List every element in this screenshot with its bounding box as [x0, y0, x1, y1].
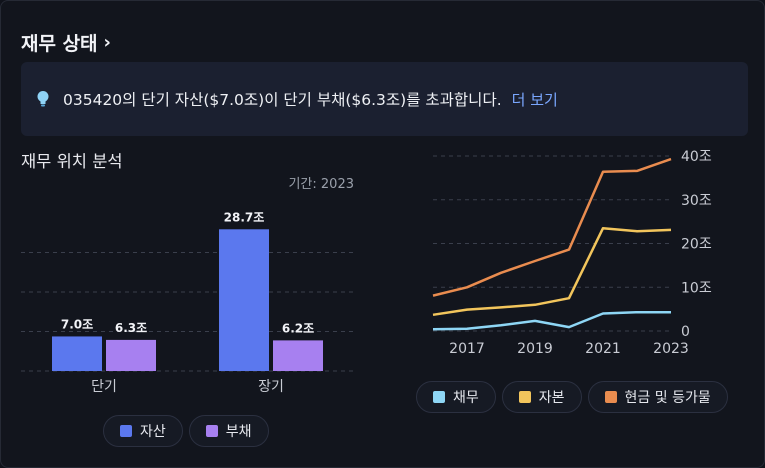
debt-equity-history-chart: 0 10조 20조 30조 40조 2017 2019 2021 2023	[432, 149, 712, 357]
x-tick-label: 2023	[653, 341, 689, 357]
y-tick-label: 40조	[681, 149, 712, 165]
chevron-right-icon: ›	[103, 32, 111, 53]
bar-value-label: 28.7조	[224, 210, 265, 224]
series-line-equity	[432, 226, 672, 317]
bar-category-label: 장기	[258, 379, 284, 395]
bar-assets-0	[52, 336, 102, 371]
see-more-link[interactable]: 더 보기	[511, 90, 558, 109]
y-tick-label: 30조	[681, 193, 712, 209]
bar-liabilities-1	[273, 340, 323, 371]
bar-liabilities-0	[106, 339, 156, 371]
section-title-link[interactable]: 재무 상태 ›	[21, 29, 111, 56]
liabilities-swatch	[205, 425, 218, 437]
equity-swatch	[518, 391, 531, 403]
bar-chart-legend: 자산 부채	[103, 415, 269, 447]
debt-swatch	[433, 391, 445, 403]
legend-assets-label: 자산	[140, 424, 166, 440]
series-line-cash	[432, 157, 672, 297]
x-tick-label: 2017	[449, 341, 485, 357]
bar-value-label: 6.2조	[282, 321, 314, 335]
legend-equity-label: 자본	[538, 390, 565, 406]
period-label: 기간: 2023	[288, 177, 354, 192]
section-title: 재무 상태	[21, 33, 98, 55]
cash-swatch	[604, 391, 617, 403]
y-tick-label: 20조	[681, 237, 712, 253]
insight-banner: 035420의 단기 자산($7.0조)이 단기 부채($6.3조)를 초과합니…	[21, 62, 748, 136]
legend-assets[interactable]: 자산	[103, 415, 183, 447]
line-chart-legend: 채무 자본 현금 및 등가물	[416, 381, 728, 413]
legend-debt-label: 채무	[453, 390, 479, 406]
legend-cash-label: 현금 및 등가물	[624, 390, 711, 406]
legend-liabilities[interactable]: 부채	[188, 415, 269, 447]
position-analysis-title: 재무 위치 분석	[21, 152, 123, 171]
lightbulb-icon	[37, 91, 49, 107]
series-line-debt	[432, 310, 671, 331]
assets-swatch	[120, 425, 132, 437]
bar-category-label: 단기	[91, 379, 117, 395]
y-tick-label: 10조	[681, 280, 712, 296]
legend-equity[interactable]: 자본	[501, 381, 582, 413]
legend-cash[interactable]: 현금 및 등가물	[587, 381, 728, 413]
insight-message: 035420의 단기 자산($7.0조)이 단기 부채($6.3조)를 초과합니…	[63, 91, 502, 109]
bar-value-label: 7.0조	[61, 317, 93, 331]
x-tick-label: 2019	[517, 341, 553, 357]
legend-debt[interactable]: 채무	[416, 381, 496, 413]
y-tick-label: 0	[681, 324, 690, 340]
x-tick-label: 2021	[585, 341, 621, 357]
legend-liabilities-label: 부채	[225, 424, 252, 440]
bar-value-label: 6.3조	[115, 321, 147, 335]
bar-assets-1	[219, 229, 269, 371]
